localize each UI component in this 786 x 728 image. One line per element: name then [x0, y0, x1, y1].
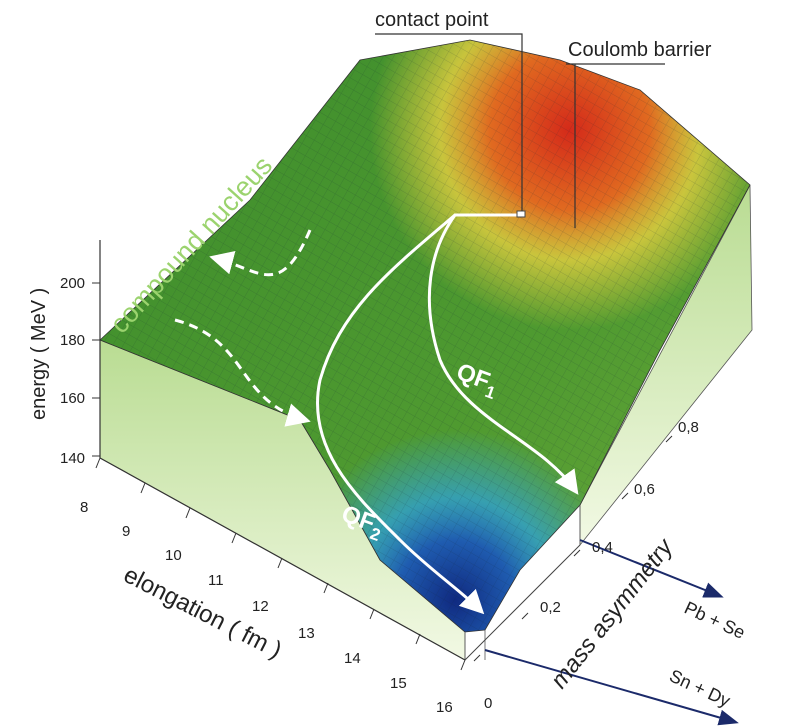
tick-label: 0,8 — [678, 419, 699, 436]
coulomb-barrier: Coulomb barrier — [568, 39, 712, 61]
tick-mark — [370, 609, 374, 619]
tick-mark — [141, 483, 145, 493]
tick-label: 180 — [60, 332, 85, 349]
tick-label: 0 — [484, 695, 492, 712]
tick-label: 140 — [60, 450, 85, 467]
tick-mark — [522, 613, 528, 619]
tick-mark — [324, 583, 328, 593]
tick-label: 12 — [252, 598, 269, 615]
tick-mark — [96, 458, 100, 468]
tick-label: 0,4 — [592, 539, 613, 556]
energy-label: energy ( MeV ) — [28, 288, 50, 420]
tick-label: 13 — [298, 625, 315, 642]
tick-label: 11 — [208, 572, 224, 589]
tick-label: 16 — [436, 699, 453, 716]
tick-mark — [574, 550, 580, 556]
contact-marker — [517, 211, 525, 217]
contact-point: contact point — [375, 9, 489, 31]
tick-label: 0,2 — [540, 599, 561, 616]
tick-mark — [622, 493, 628, 499]
figure: contact point Coulomb barrier compound n… — [0, 0, 786, 728]
tick-mark — [186, 508, 190, 518]
tick-mark — [416, 634, 420, 644]
tick-label: 9 — [122, 523, 130, 540]
tick-label: 200 — [60, 275, 85, 292]
tick-label: 8 — [80, 499, 88, 516]
tick-label: 10 — [165, 547, 182, 564]
tick-label: 14 — [344, 650, 361, 667]
tick-mark — [461, 660, 465, 670]
tick-mark — [232, 533, 236, 543]
tick-label: 0,6 — [634, 481, 655, 498]
tick-mark — [278, 558, 282, 568]
system-label: Pb + Se — [681, 597, 748, 642]
mass-asymmetry-label: mass asymmetry — [545, 533, 679, 694]
tick-label: 160 — [60, 390, 85, 407]
tick-label: 15 — [390, 675, 407, 692]
tick-mark — [474, 655, 480, 661]
